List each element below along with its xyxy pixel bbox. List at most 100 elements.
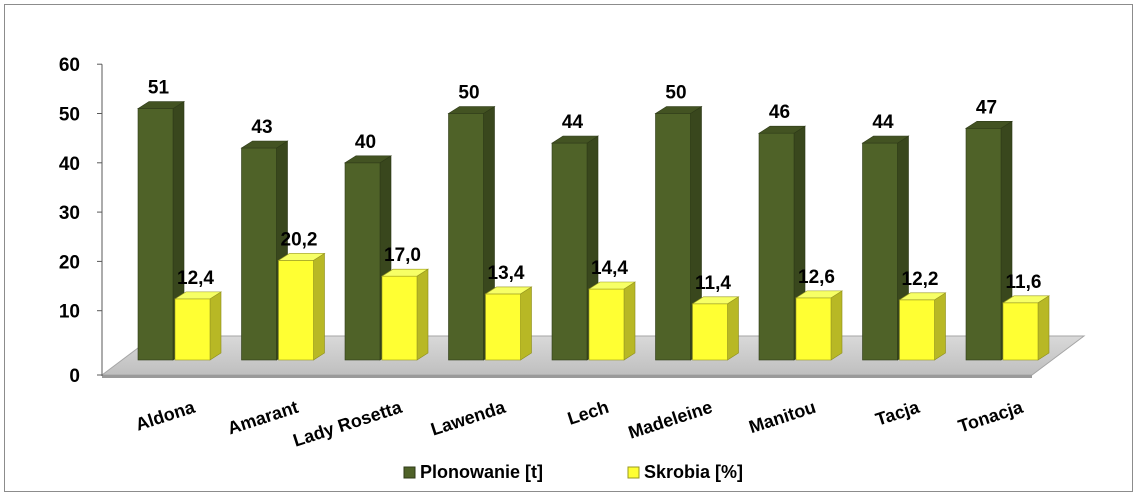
bar-front bbox=[1002, 302, 1039, 361]
legend-item: Skrobia [%] bbox=[627, 462, 743, 482]
data-label: 47 bbox=[976, 97, 997, 118]
bar-front bbox=[862, 142, 898, 361]
bar-top bbox=[277, 253, 326, 261]
bar-side bbox=[209, 291, 222, 361]
bar-front bbox=[692, 303, 728, 361]
data-label: 13,4 bbox=[488, 263, 525, 284]
bar-top bbox=[136, 101, 186, 109]
bar-front bbox=[344, 162, 381, 361]
bar-top bbox=[861, 135, 910, 144]
data-label: 20,2 bbox=[281, 229, 318, 250]
y-tick-label: 20 bbox=[59, 252, 80, 273]
data-label: 44 bbox=[872, 112, 894, 133]
y-tick-label: 60 bbox=[59, 55, 80, 76]
x-tick-label: Lech bbox=[565, 397, 611, 429]
bar-top bbox=[484, 286, 533, 295]
bar-top bbox=[173, 291, 223, 300]
y-tick-label: 0 bbox=[69, 366, 80, 387]
bar-front bbox=[758, 132, 795, 361]
x-tick-label: Tacja bbox=[873, 396, 923, 429]
y-tick-label: 30 bbox=[59, 203, 80, 224]
bar-skrobia bbox=[691, 296, 740, 361]
bar-front bbox=[795, 297, 832, 361]
data-label: 46 bbox=[769, 102, 790, 123]
x-tick-label: Madeleine bbox=[626, 397, 715, 443]
data-label: 43 bbox=[251, 117, 272, 138]
data-label: 40 bbox=[355, 132, 376, 153]
y-tick-label: 10 bbox=[59, 302, 80, 323]
bar-top bbox=[240, 140, 289, 149]
bar-top bbox=[1001, 295, 1051, 304]
bar-side bbox=[520, 286, 532, 361]
bar-side bbox=[934, 292, 946, 361]
bar-top bbox=[757, 125, 807, 134]
bar-top bbox=[964, 120, 1014, 129]
data-labels: 51 12,4 43 20,2 40 17,0 50 13,4 44 14,4 50 11,4 46 12… bbox=[148, 78, 1042, 294]
bar-front bbox=[241, 147, 277, 361]
x-tick-label: Aldona bbox=[133, 396, 198, 434]
bar-skrobia bbox=[587, 281, 637, 361]
data-label: 14,4 bbox=[591, 258, 628, 279]
bar-skrobia bbox=[380, 268, 430, 361]
bar-top bbox=[343, 155, 393, 164]
bar-top bbox=[587, 281, 637, 290]
floor-edge bbox=[102, 375, 1032, 378]
y-axis: 0 10 20 30 40 50 60 bbox=[59, 55, 103, 387]
bar-skrobia bbox=[277, 252, 326, 361]
bar-skrobia bbox=[484, 286, 533, 361]
bar-top bbox=[691, 296, 740, 305]
bar-front bbox=[137, 108, 174, 361]
bar-side bbox=[1037, 295, 1050, 361]
data-label: 12,2 bbox=[902, 269, 939, 290]
x-tick-label: Lady Rosetta bbox=[291, 396, 406, 450]
bar-side bbox=[830, 290, 843, 361]
y-tick-label: 50 bbox=[59, 105, 80, 126]
legend-swatch bbox=[627, 466, 640, 479]
data-label: 44 bbox=[562, 112, 584, 133]
bar-front bbox=[588, 288, 625, 361]
bar-top bbox=[550, 135, 600, 144]
bar-front bbox=[655, 113, 691, 361]
bar-top bbox=[794, 290, 844, 299]
legend-label: Skrobia [%] bbox=[644, 462, 743, 482]
legend: Plonowanie [t] Skrobia [%] bbox=[403, 462, 743, 482]
bar-plonowanie bbox=[964, 120, 1014, 361]
y-tick-label: 40 bbox=[59, 154, 80, 175]
bar-front bbox=[174, 298, 211, 361]
bars bbox=[136, 101, 1051, 361]
bar-plonowanie bbox=[550, 135, 600, 361]
bar-front bbox=[899, 299, 935, 361]
data-label: 50 bbox=[665, 83, 686, 104]
bar-skrobia bbox=[794, 290, 844, 361]
bar-top bbox=[380, 268, 430, 277]
data-label: 51 bbox=[148, 78, 170, 99]
bar-top bbox=[654, 106, 703, 114]
data-label: 12,4 bbox=[177, 268, 214, 289]
bar-front bbox=[448, 113, 484, 361]
bar-plonowanie bbox=[447, 105, 496, 361]
bar-top bbox=[447, 106, 496, 114]
bar-skrobia bbox=[173, 291, 223, 361]
data-label: 11,4 bbox=[695, 273, 731, 294]
bar-front bbox=[965, 127, 1002, 361]
bar-side bbox=[416, 268, 429, 361]
data-label: 50 bbox=[458, 83, 479, 104]
bar-front bbox=[278, 260, 314, 361]
x-tick-label: Manitou bbox=[746, 397, 818, 437]
bar-side bbox=[623, 281, 636, 361]
bar-skrobia bbox=[1001, 295, 1051, 361]
bar-plonowanie bbox=[654, 105, 703, 361]
data-label: 17,0 bbox=[384, 245, 421, 266]
x-tick-label: Lawenda bbox=[428, 396, 508, 439]
data-label: 11,6 bbox=[1006, 272, 1042, 293]
x-tick-label: Tonacja bbox=[956, 396, 1027, 436]
data-label: 12,6 bbox=[798, 267, 835, 288]
legend-item: Plonowanie [t] bbox=[403, 462, 543, 482]
bar-front bbox=[381, 275, 418, 361]
bar-front bbox=[551, 142, 588, 361]
bar-side bbox=[727, 296, 739, 361]
legend-label: Plonowanie [t] bbox=[420, 462, 543, 482]
legend-swatch bbox=[403, 466, 416, 479]
